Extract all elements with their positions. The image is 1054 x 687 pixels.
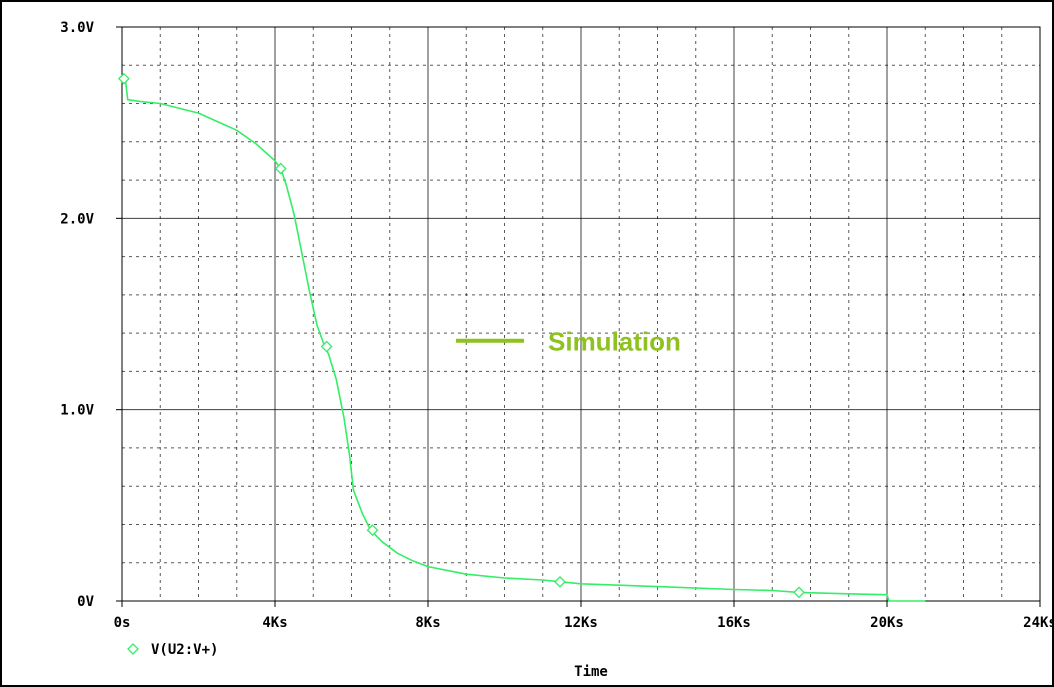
diamond-marker-icon bbox=[127, 643, 139, 655]
data-point-marker bbox=[554, 575, 566, 588]
y-tick-label: 2.0V bbox=[60, 211, 94, 227]
grid-layer bbox=[122, 27, 1040, 601]
y-tick-label: 0V bbox=[77, 594, 94, 610]
legend-series-label: V(U2:V+) bbox=[151, 642, 218, 658]
data-point-marker bbox=[793, 586, 805, 599]
legend: V(U2:V+) bbox=[127, 642, 218, 658]
series-line bbox=[122, 75, 926, 602]
data-point-marker bbox=[320, 340, 333, 353]
data-point-marker bbox=[366, 524, 379, 537]
data-point-marker bbox=[274, 162, 287, 175]
y-tick-label: 3.0V bbox=[60, 20, 94, 36]
x-tick-label: 16Ks bbox=[717, 615, 751, 631]
series-layer bbox=[117, 72, 926, 602]
data-point-marker bbox=[117, 72, 130, 85]
annotation-text: Simulation bbox=[548, 327, 681, 357]
x-tick-label: 8Ks bbox=[415, 615, 440, 631]
y-tick-label: 1.0V bbox=[60, 403, 94, 419]
x-axis-label: Time bbox=[574, 664, 608, 680]
tick-layer: 0s 4Ks 8Ks 12Ks 16Ks 20Ks 24Ks 0V 1.0V 2.0V 3.0V bbox=[60, 20, 1054, 631]
x-tick-label: 0s bbox=[114, 615, 131, 631]
annotation-layer: Simulation bbox=[456, 327, 681, 357]
x-tick-label: 12Ks bbox=[564, 615, 598, 631]
x-tick-label: 24Ks bbox=[1023, 615, 1054, 631]
x-tick-label: 4Ks bbox=[262, 615, 287, 631]
x-tick-label: 20Ks bbox=[870, 615, 904, 631]
